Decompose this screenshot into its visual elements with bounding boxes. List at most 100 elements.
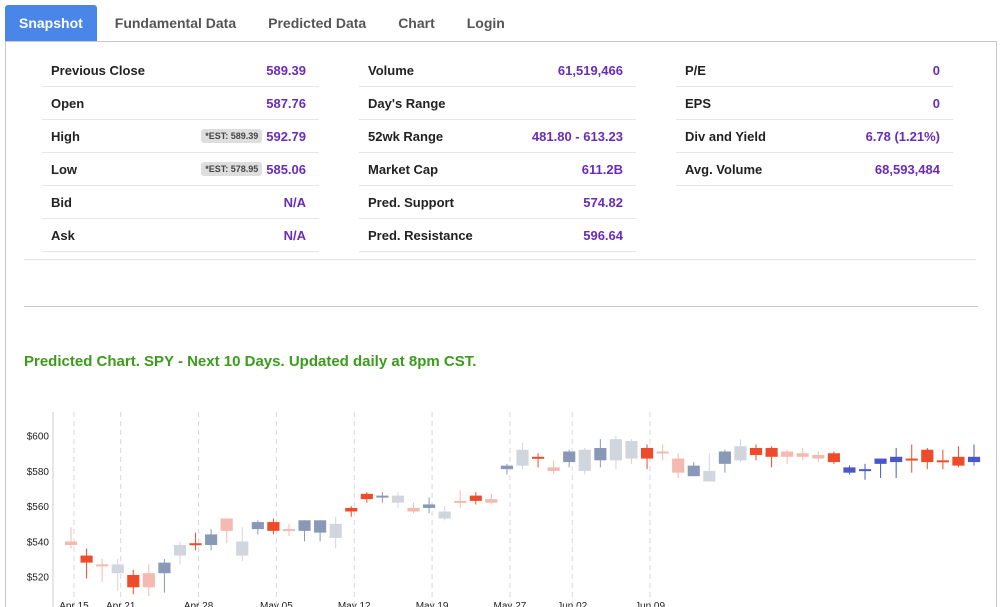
stat-row-bid: Bid N/A	[42, 186, 319, 219]
candle-body	[220, 518, 233, 531]
stat-value: 61,519,466	[557, 62, 623, 78]
candle-body	[158, 562, 171, 574]
est-badge: *EST: 578.95	[201, 162, 263, 176]
candle-body	[376, 495, 389, 498]
tab-chart[interactable]: Chart	[398, 15, 435, 31]
stat-label: Div and Yield	[685, 128, 766, 144]
stat-label: 52wk Range	[368, 128, 444, 144]
candle-body	[267, 522, 280, 531]
candle-body	[469, 495, 482, 501]
stat-value: 611.2B	[581, 161, 623, 177]
candle-body	[345, 507, 358, 512]
tab-predicted-data[interactable]: Predicted Data	[268, 15, 367, 31]
candle-body	[189, 543, 202, 546]
y-tick-label: $520	[27, 573, 50, 584]
chart-title: Predicted Chart. SPY - Next 10 Days. Upd…	[24, 353, 477, 370]
tab-fundamental-data[interactable]: Fundamental Data	[114, 15, 237, 31]
candle-body	[80, 555, 93, 563]
candle-body	[516, 449, 529, 466]
stat-value: N/A	[283, 227, 306, 243]
stat-row-volume: Volume 61,519,466	[359, 54, 636, 87]
stat-label: Ask	[51, 227, 75, 243]
stat-label: Pred. Resistance	[368, 227, 473, 243]
stat-value: 596.64	[583, 227, 623, 243]
stat-value: 587.76	[266, 95, 306, 111]
stat-row-previous-close: Previous Close 589.39	[42, 54, 319, 87]
y-tick-label: $540	[27, 537, 50, 548]
x-tick-label: May 05	[260, 601, 293, 607]
candle-body	[796, 453, 809, 457]
stat-label: Pred. Support	[368, 194, 454, 210]
stat-value: 0	[932, 95, 940, 111]
candle-body	[843, 467, 856, 473]
candle-body	[749, 447, 763, 456]
x-tick-label: Apr 15	[59, 601, 89, 607]
stat-label: Volume	[368, 62, 414, 78]
tab-bar: Snapshot Fundamental Data Predicted Data…	[5, 5, 519, 42]
candle-body	[656, 451, 669, 454]
stat-value: 6.78 (1.21%)	[865, 128, 940, 144]
candle-body	[687, 465, 700, 477]
candle-body	[438, 511, 451, 519]
candle-body	[594, 447, 607, 461]
candle-body	[858, 469, 872, 472]
stat-value: 0	[932, 62, 940, 78]
snapshot-panel: Previous Close 589.39 Open 587.76 High *EST…	[5, 41, 997, 607]
candle-body	[563, 451, 576, 463]
candle-body	[298, 520, 311, 531]
x-tick-label: Jun 02	[557, 601, 587, 607]
stat-row-ask: Ask N/A	[42, 219, 319, 252]
candle-body	[64, 541, 78, 545]
candle-body	[952, 456, 965, 466]
candle-body	[205, 534, 218, 545]
candle-body	[282, 529, 296, 532]
candle-body	[625, 440, 638, 459]
stat-label: Market Cap	[368, 161, 439, 177]
stat-row-open: Open 587.76	[42, 87, 319, 120]
stat-row-market-cap: Market Cap 611.2B	[359, 153, 636, 186]
candle-body	[173, 544, 187, 556]
candle-body	[703, 470, 716, 482]
candle-body	[640, 447, 654, 459]
stat-value: 589.39	[266, 62, 306, 78]
stat-row-pred-resistance: Pred. Resistance 596.64	[359, 219, 636, 252]
stat-row-52wk-range: 52wk Range 481.80 - 613.23	[359, 120, 636, 153]
stat-label: Day's Range	[368, 95, 446, 111]
candle-body	[531, 456, 545, 459]
candle-body	[765, 447, 778, 457]
x-tick-label: Apr 21	[106, 601, 136, 607]
candle-body	[127, 574, 140, 588]
stat-row-pe: P/E 0	[676, 54, 953, 87]
x-tick-label: Jun 09	[635, 601, 665, 607]
candle-body	[423, 504, 436, 508]
stat-label: Previous Close	[51, 62, 145, 78]
tab-snapshot[interactable]: Snapshot	[5, 5, 97, 42]
stat-label: EPS	[685, 95, 712, 111]
stat-value: 592.79	[266, 128, 306, 144]
stat-row-div-yield: Div and Yield 6.78 (1.21%)	[676, 120, 953, 153]
tab-login[interactable]: Login	[466, 15, 505, 31]
x-tick-label: Apr 28	[184, 601, 214, 607]
stat-label: High	[51, 128, 80, 144]
candle-body	[827, 453, 840, 463]
stats-table: Previous Close 589.39 Open 587.76 High *EST…	[24, 52, 976, 260]
x-tick-label: May 12	[338, 601, 371, 607]
candle-body	[142, 573, 155, 588]
candle-body	[718, 451, 731, 464]
candle-body	[454, 500, 467, 503]
stat-label: Bid	[51, 194, 72, 210]
candle-body	[360, 493, 373, 500]
candle-body	[936, 460, 949, 463]
stats-column-2: Volume 61,519,466 Day's Range 52wk Range 4…	[359, 54, 636, 252]
candle-body	[329, 523, 342, 538]
candle-body	[111, 564, 124, 574]
candle-body	[236, 541, 249, 556]
stat-value: 574.82	[583, 194, 623, 210]
stats-column-3: P/E 0 EPS 0 Div and Yield 6.78 (1.21%) Avg.…	[676, 54, 953, 186]
candle-body	[578, 449, 591, 471]
stat-label: Low	[51, 161, 77, 177]
stat-row-pred-support: Pred. Support 574.82	[359, 186, 636, 219]
stat-row-days-range: Day's Range	[359, 87, 636, 120]
y-tick-label: $600	[27, 432, 50, 443]
